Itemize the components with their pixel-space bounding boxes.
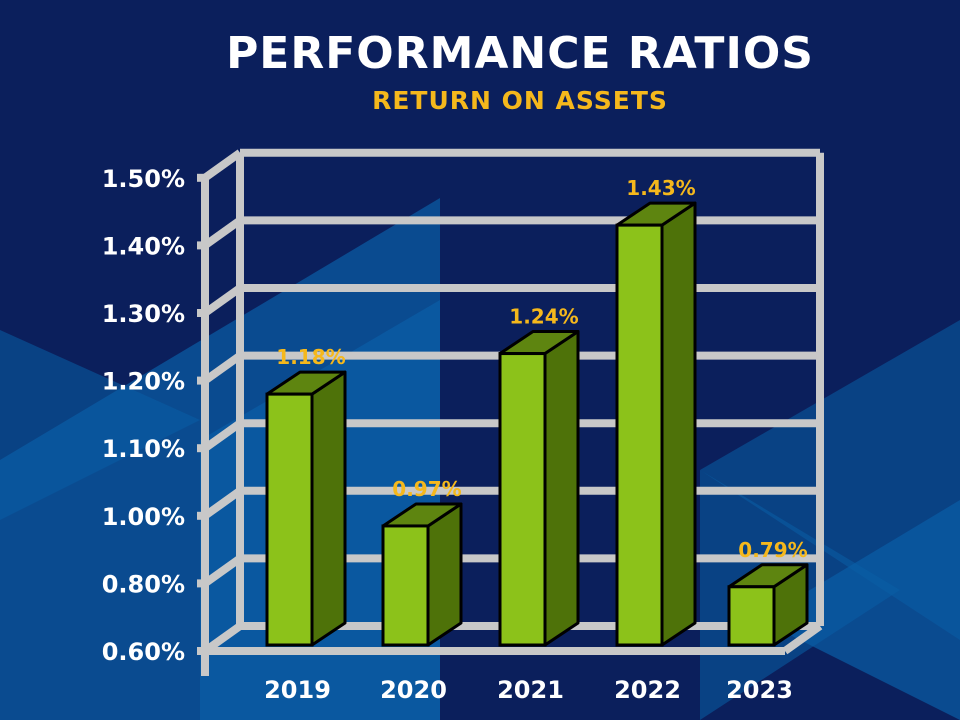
x-tick-label: 2020	[380, 676, 447, 704]
side-gridline	[202, 622, 243, 655]
bar-2021	[498, 330, 580, 647]
y-tick-label: 1.00%	[102, 503, 185, 531]
bar-side	[660, 201, 697, 647]
bar-front	[615, 223, 664, 647]
side-gridline	[202, 352, 243, 384]
data-label: 0.79%	[738, 538, 807, 562]
y-tick-label: 0.60%	[102, 638, 185, 666]
x-tick-label: 2021	[497, 676, 564, 704]
bar-2023	[727, 563, 809, 647]
bar-front	[498, 352, 547, 647]
bar-2022	[615, 201, 697, 647]
data-label: 1.18%	[276, 345, 345, 369]
bar-front	[727, 585, 776, 647]
bar-2020	[381, 502, 463, 647]
data-label: 1.24%	[509, 305, 578, 329]
side-gridline	[202, 419, 243, 452]
y-tick-label: 1.40%	[102, 232, 185, 260]
bar-front	[381, 524, 430, 647]
data-label: 1.43%	[626, 176, 695, 200]
bar-side	[543, 330, 580, 647]
x-tick-label: 2019	[264, 676, 331, 704]
chart-subtitle: RETURN ON ASSETS	[372, 86, 668, 115]
chart-title: PERFORMANCE RATIOS	[226, 28, 814, 79]
bar-2019	[265, 370, 347, 647]
y-tick-label: 0.80%	[102, 570, 185, 598]
side-gridline	[202, 149, 243, 182]
x-tick-label: 2023	[726, 676, 793, 704]
bar-front	[265, 392, 314, 647]
side-gridline	[202, 217, 243, 249]
x-tick-label: 2022	[614, 676, 681, 704]
bar-side	[426, 502, 463, 647]
y-tick-label: 1.10%	[102, 435, 185, 463]
y-tick-label: 1.20%	[102, 368, 185, 396]
side-gridline	[202, 555, 243, 587]
y-tick-label: 1.30%	[102, 300, 185, 328]
floor-right-edge	[782, 622, 823, 655]
y-tick-label: 1.50%	[102, 165, 185, 193]
data-label: 0.97%	[392, 477, 461, 501]
background-triangle	[0, 330, 200, 520]
side-gridline	[202, 284, 243, 317]
bar-side	[310, 370, 347, 647]
side-gridline	[202, 487, 243, 520]
